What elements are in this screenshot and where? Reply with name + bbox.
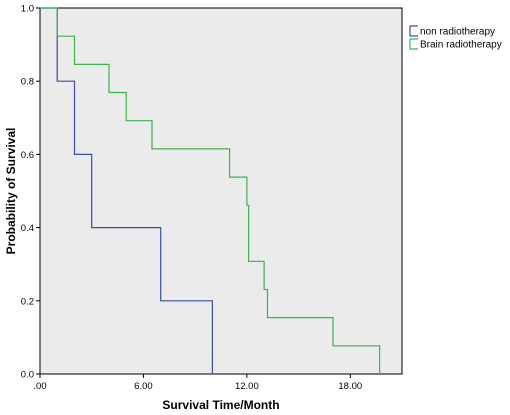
legend-label: Brain radiotherapy (420, 40, 502, 51)
y-tick-label: 0.4 (21, 223, 34, 234)
plot-background (39, 7, 403, 375)
x-tick-label: 6.00 (134, 381, 153, 392)
legend-swatch (409, 38, 418, 50)
y-axis-title: Probability of Survival (4, 128, 18, 255)
y-tick-label: 1.0 (21, 4, 34, 15)
x-axis: .00 6.00 12.00 18.00 (33, 374, 362, 392)
series-line (40, 7, 381, 374)
x-tick-label: 12.00 (235, 381, 259, 392)
x-axis-title: Survival Time/Month (162, 398, 279, 412)
series-line (40, 7, 213, 374)
legend-label: non radiotherapy (420, 27, 495, 38)
series-layer (40, 7, 381, 374)
y-tick-label: 0.6 (21, 150, 34, 161)
x-tick-label: 18.00 (338, 381, 362, 392)
y-tick-label: 0.2 (21, 296, 34, 307)
x-tick-label: .00 (33, 381, 46, 392)
y-tick-label: 0.8 (21, 77, 34, 88)
legend-swatch (409, 25, 418, 37)
y-axis: 0.0 0.2 0.4 0.6 0.8 1.0 (21, 4, 40, 381)
y-tick-label: 0.0 (21, 370, 34, 381)
legend: non radiotherapy Brain radiotherapy (409, 25, 502, 51)
